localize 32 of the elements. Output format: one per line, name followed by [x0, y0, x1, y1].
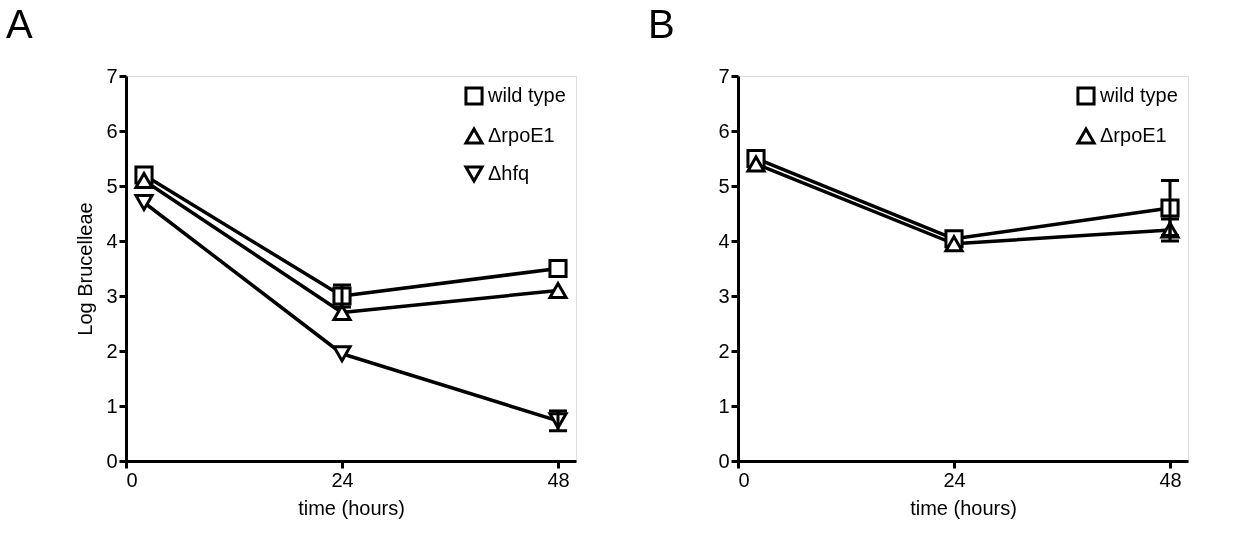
x-axis-title: time (hours) [910, 496, 1017, 519]
legend-label: ΔrpoE1 [488, 124, 555, 146]
y-tick-label: 4 [106, 229, 118, 252]
y-axis-title: Log Brucelleae [74, 202, 97, 336]
y-tick-label: 7 [718, 64, 730, 87]
legend-label: Δhfq [488, 162, 530, 184]
x-tick-label: 24 [331, 468, 354, 491]
y-tick-label: 3 [718, 284, 730, 307]
y-tick-label: 2 [718, 339, 730, 362]
y-tick-label: 3 [106, 284, 118, 307]
x-tick-label: 48 [1159, 468, 1182, 491]
x-axis-title: time (hours) [298, 496, 405, 519]
x-tick-label: 24 [943, 468, 966, 491]
y-tick-label: 7 [106, 64, 118, 87]
y-tick-label: 6 [106, 119, 118, 142]
y-tick-label: 5 [718, 174, 730, 197]
y-tick-label: 5 [106, 174, 118, 197]
y-tick-label: 4 [718, 229, 730, 252]
legend-label: ΔrpoE1 [1100, 124, 1167, 146]
chart-title: B [647, 2, 675, 46]
legend-label: wild type [487, 84, 566, 106]
x-tick-label: 0 [738, 468, 750, 491]
legend-label: wild type [1099, 84, 1178, 106]
y-tick-label: 0 [718, 449, 730, 472]
y-tick-label: 1 [106, 394, 118, 417]
y-tick-label: 0 [106, 449, 118, 472]
x-tick-label: 48 [547, 468, 570, 491]
y-tick-label: 2 [106, 339, 118, 362]
y-tick-label: 1 [718, 394, 730, 417]
y-tick-label: 6 [718, 119, 730, 142]
chart-title: A [5, 2, 33, 46]
x-tick-label: 0 [126, 468, 138, 491]
